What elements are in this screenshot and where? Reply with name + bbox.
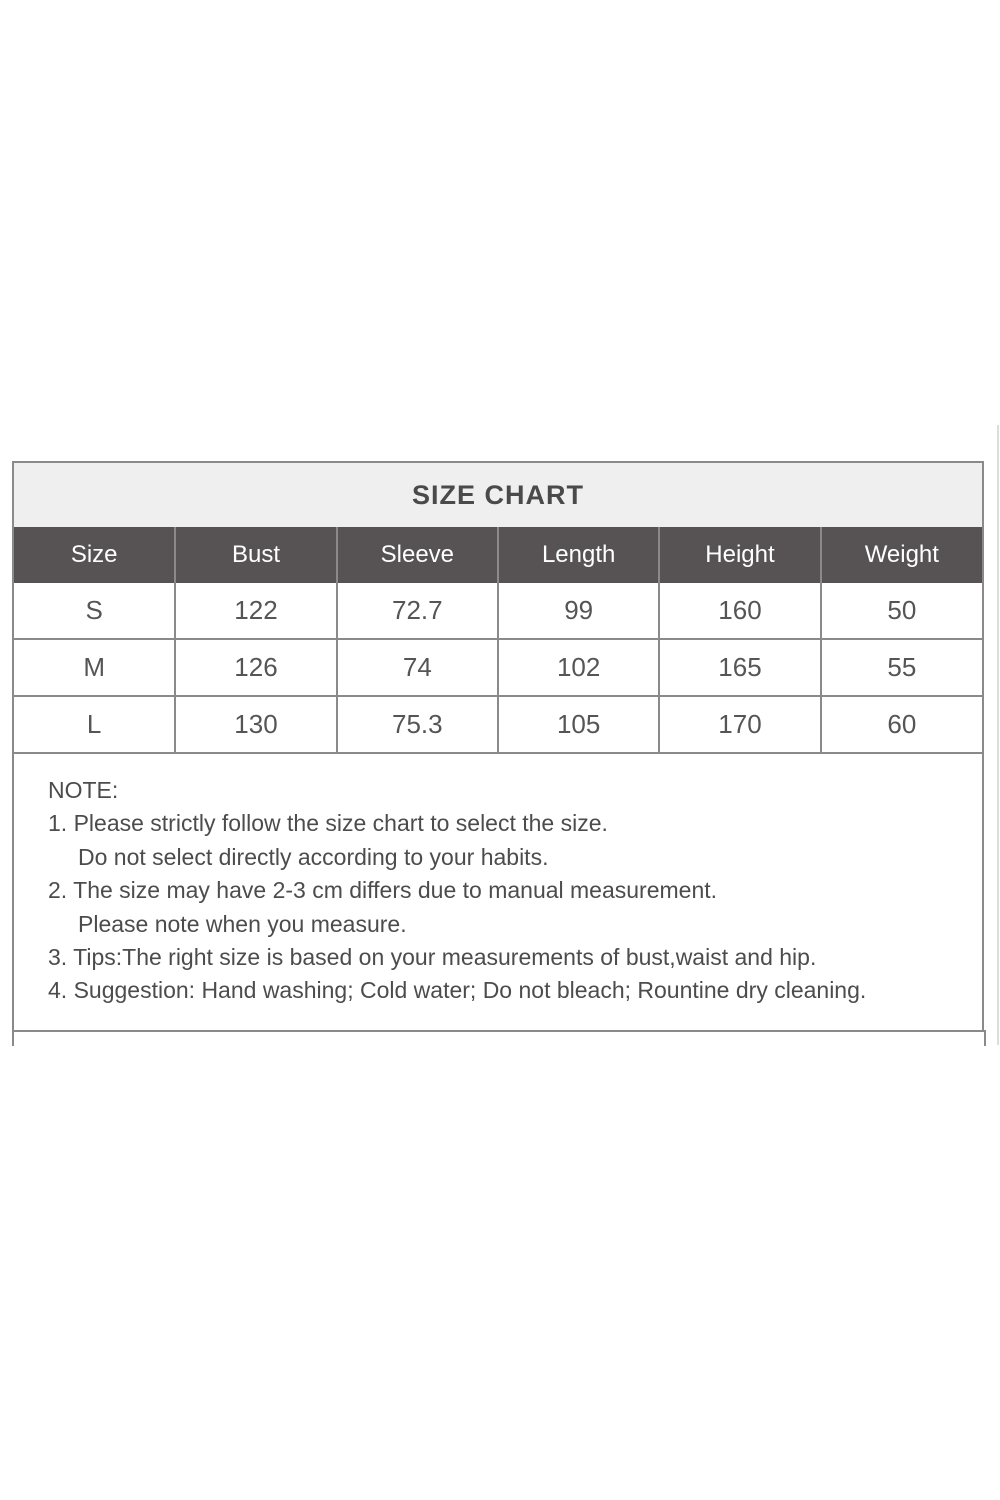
table-cell: 130 (174, 696, 337, 754)
size-table: Size Bust Sleeve Length Height Weight S 122 72.… (14, 527, 982, 754)
size-chart-title: SIZE CHART (14, 463, 982, 527)
table-cell: S (14, 583, 176, 640)
divider (984, 1030, 986, 1046)
table-cell: 55 (819, 639, 982, 697)
table-row: M 126 74 102 165 55 (14, 639, 982, 697)
table-cell: 60 (819, 696, 982, 754)
table-cell: 102 (496, 639, 660, 697)
table-cell: 74 (335, 639, 498, 697)
column-header: Height (658, 527, 821, 583)
table-cell: 105 (496, 696, 660, 754)
column-header: Bust (174, 527, 337, 583)
table-cell: M (14, 639, 176, 697)
note-line: 3. Tips:The right size is based on your … (48, 944, 817, 971)
table-row: S 122 72.7 99 160 50 (14, 583, 982, 640)
note-line: Please note when you measure. (78, 910, 407, 937)
column-header: Length (496, 527, 660, 583)
table-row: L 130 75.3 105 170 60 (14, 696, 982, 754)
note-line: Do not select directly according to your… (78, 843, 549, 870)
table-cell: 75.3 (335, 696, 498, 754)
divider (997, 425, 999, 1045)
table-cell: 160 (658, 583, 821, 640)
divider (12, 1030, 14, 1046)
table-cell: 72.7 (335, 583, 498, 640)
column-header: Size (14, 527, 176, 583)
note-line: 2. The size may have 2-3 cm differs due … (48, 877, 718, 904)
table-cell: L (14, 696, 176, 754)
table-cell: 126 (174, 639, 337, 697)
table-cell: 122 (174, 583, 337, 640)
note-section: NOTE: 1. Please strictly follow the size… (14, 754, 982, 1008)
table-cell: 99 (496, 583, 660, 640)
column-header: Sleeve (335, 527, 498, 583)
table-cell: 165 (658, 639, 821, 697)
size-chart: SIZE CHART Size Bust Sleeve Length Height Wei… (12, 461, 984, 1032)
note-heading: NOTE: (48, 777, 119, 803)
table-cell: 170 (658, 696, 821, 754)
note-line: 1. Please strictly follow the size chart… (48, 810, 608, 837)
table-cell: 50 (819, 583, 982, 640)
column-header: Weight (819, 527, 982, 583)
note-line: 4. Suggestion: Hand washing; Cold water;… (48, 977, 867, 1004)
